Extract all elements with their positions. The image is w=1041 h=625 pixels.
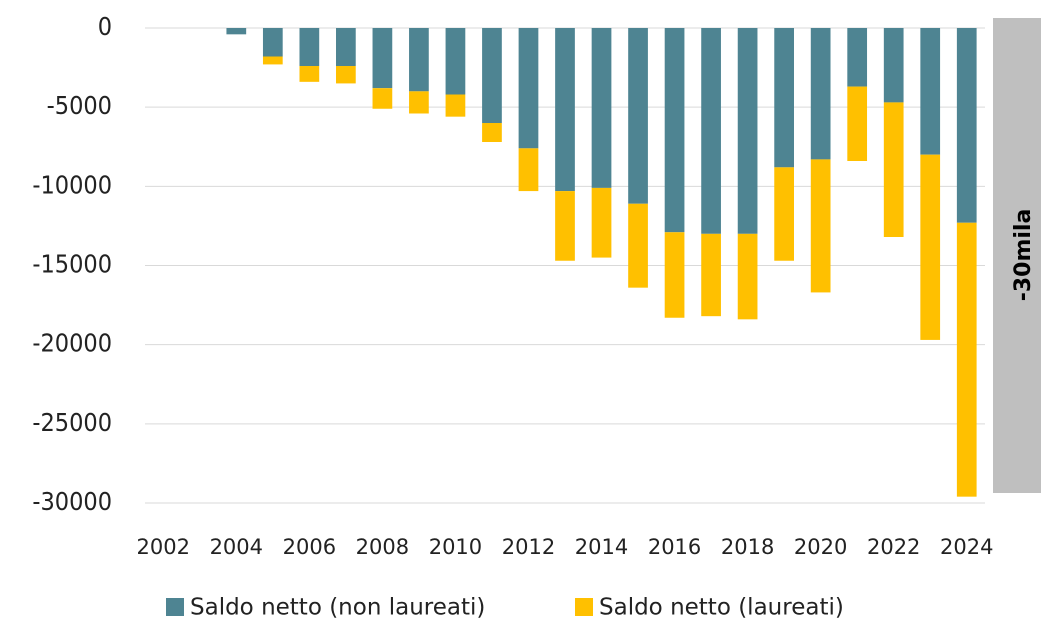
bar (591, 28, 612, 188)
bar (372, 28, 393, 89)
x-tick-label: 2012 (502, 535, 555, 559)
x-tick-label: 2020 (794, 535, 847, 559)
bar (956, 28, 977, 223)
bar (262, 28, 283, 57)
annotation: -30mila (1011, 209, 1036, 302)
bar (920, 154, 941, 340)
bar (883, 102, 904, 238)
annotation-box (993, 18, 1041, 493)
bar (262, 56, 283, 65)
bar (372, 88, 393, 109)
bar (226, 28, 247, 35)
bar (847, 86, 868, 161)
bar (518, 28, 539, 149)
bar (883, 28, 904, 103)
bar (774, 167, 794, 261)
y-tick-label: -25000 (32, 408, 112, 437)
x-tick-label: 2008 (356, 535, 409, 559)
bar (555, 28, 575, 192)
x-tick-label: 2010 (429, 535, 482, 559)
bar (591, 187, 612, 258)
bar (409, 28, 429, 92)
bar (664, 232, 685, 318)
bar (701, 28, 721, 234)
bar (774, 28, 794, 168)
y-tick-label: -15000 (32, 250, 112, 279)
bar (737, 233, 758, 320)
bar (482, 28, 502, 123)
y-tick-label: -20000 (32, 329, 112, 358)
x-tick-label: 2018 (721, 535, 774, 559)
y-tick-label: -5000 (47, 91, 112, 120)
bar (810, 159, 831, 293)
bar (956, 222, 977, 497)
bar (664, 28, 685, 233)
bar (628, 28, 648, 204)
legend-swatch (166, 598, 184, 616)
bar (445, 94, 466, 117)
bar (409, 91, 429, 114)
legend-swatch (575, 598, 593, 616)
y-tick-label: -10000 (32, 170, 112, 199)
bar (810, 28, 831, 160)
bar (920, 28, 941, 155)
bar (737, 28, 758, 234)
x-tick-label: 2022 (867, 535, 920, 559)
x-tick-label: 2014 (575, 535, 628, 559)
x-tick-label: 2006 (283, 535, 336, 559)
y-tick-label: 0 (98, 12, 112, 41)
x-tick-label: 2002 (137, 535, 190, 559)
legend-label: Saldo netto (laureati) (599, 595, 844, 621)
x-tick-label: 2004 (210, 535, 263, 559)
x-tick-label: 2016 (648, 535, 701, 559)
bar (336, 66, 356, 84)
bar (555, 191, 575, 261)
bar (445, 28, 466, 95)
bar (701, 233, 721, 317)
bar (482, 123, 502, 142)
x-tick-label: 2024 (940, 535, 993, 559)
bar (299, 28, 320, 66)
bar (336, 28, 356, 66)
y-tick-label: -30000 (32, 487, 112, 516)
bar (299, 66, 320, 82)
bar (518, 148, 539, 192)
legend-label: Saldo netto (non laureati) (190, 595, 485, 621)
bar (628, 203, 648, 288)
bar (847, 28, 868, 87)
